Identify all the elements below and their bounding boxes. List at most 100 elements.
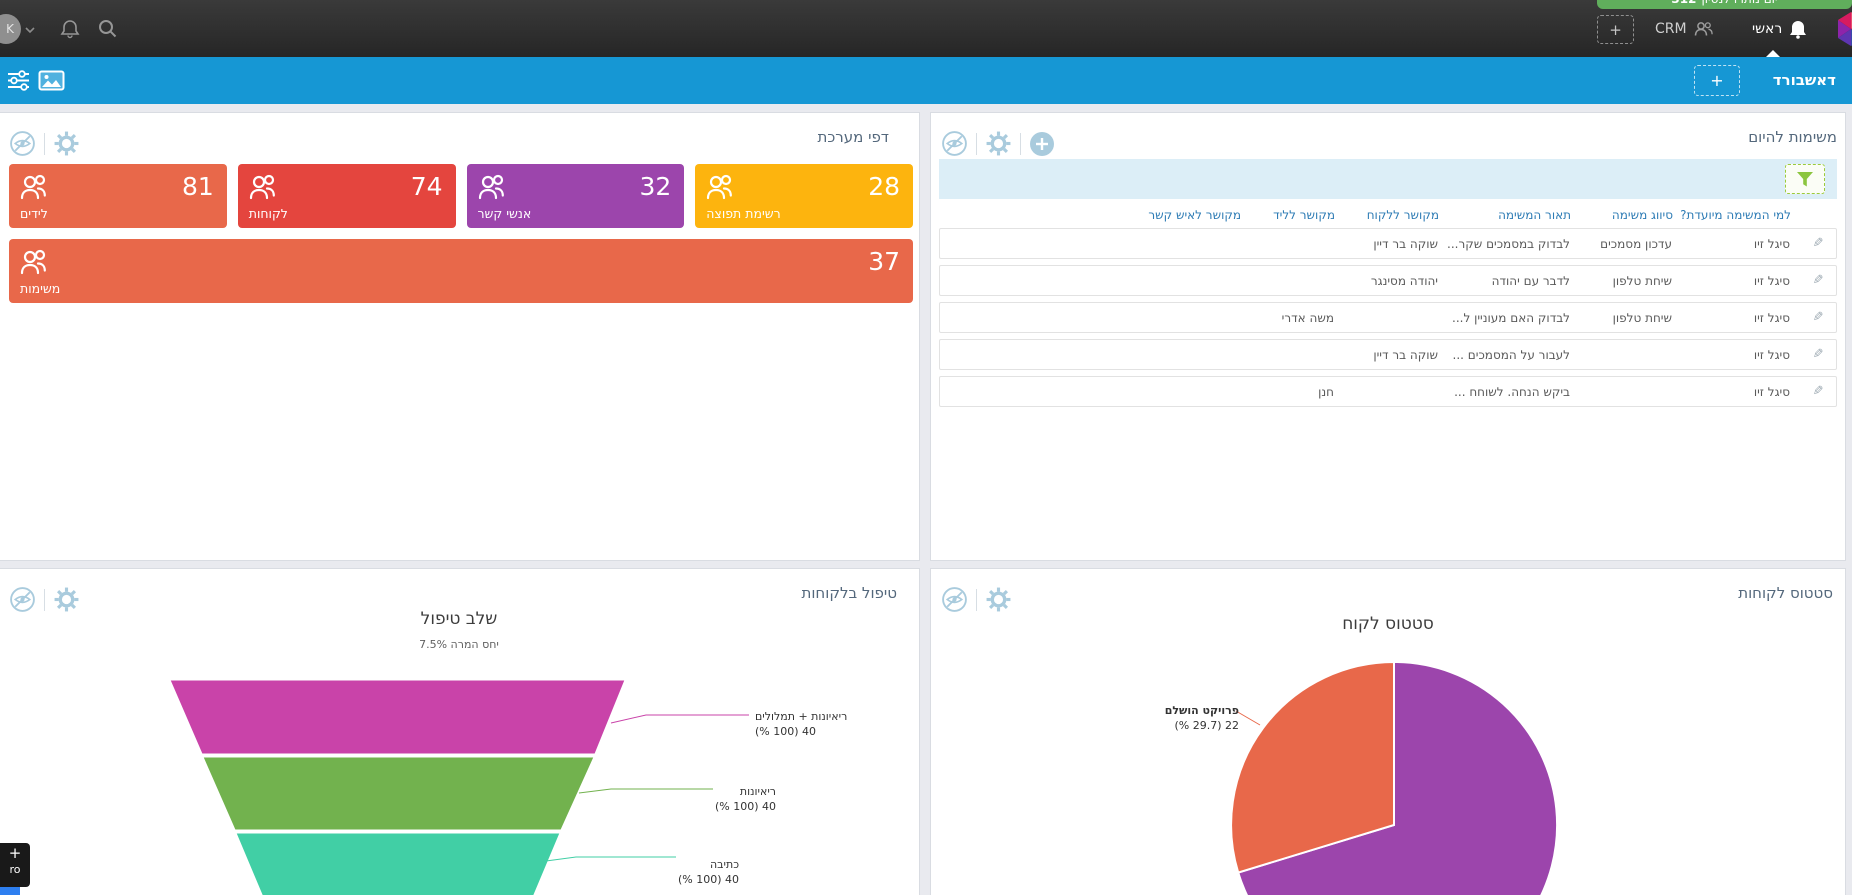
icon-divider xyxy=(44,132,45,155)
brand-logo xyxy=(1838,12,1852,46)
customers-count: 74 xyxy=(410,172,443,201)
trial-banner-text: יום נותרו לנסיון xyxy=(1701,0,1777,9)
col-header-description[interactable]: תאור המשימה xyxy=(1498,208,1571,222)
accessibility-widget-tab[interactable] xyxy=(0,887,20,895)
edit-pencil-icon[interactable]: ✎ xyxy=(1812,347,1824,362)
customer-care-title: טיפול בלקוחות xyxy=(801,584,897,602)
pie-slice-project-completed[interactable] xyxy=(1230,660,1395,874)
mailing-list-count: 28 xyxy=(868,172,900,201)
funnel-data-label: כתיבה (% 100) 40 xyxy=(678,857,739,887)
filter-button[interactable] xyxy=(1785,164,1825,194)
leads-card[interactable]: 81 לידים xyxy=(9,164,227,228)
task-lead-link[interactable]: משה אדרי xyxy=(1281,310,1334,325)
add-task-plus-icon[interactable] xyxy=(1029,131,1055,157)
funnel-data-label: ריאיונות + תמלולים (% 100) 40 xyxy=(755,709,847,739)
hide-widget-eye-slash-icon[interactable] xyxy=(941,130,968,157)
users-icon xyxy=(707,174,733,200)
hide-widget-eye-slash-icon[interactable] xyxy=(9,130,36,157)
icon-divider xyxy=(1020,132,1021,155)
funnel-label-connector xyxy=(610,714,749,724)
hide-widget-eye-slash-icon[interactable] xyxy=(941,586,968,613)
task-row[interactable]: ✎ סיגל זיו שיחת טלפון לדבר עם יהודה יהוד… xyxy=(939,265,1837,296)
col-header-contact[interactable]: מקושר לאיש קשר xyxy=(1148,208,1241,222)
edit-pencil-icon[interactable]: ✎ xyxy=(1812,310,1824,325)
leads-label: לידים xyxy=(20,206,48,221)
dashboard-title: דאשבורד xyxy=(1772,71,1836,89)
tasks-card[interactable]: 37 משימות xyxy=(9,239,913,303)
bell-icon[interactable] xyxy=(60,18,80,40)
hide-widget-eye-slash-icon[interactable] xyxy=(9,586,36,613)
task-row[interactable]: ✎ סיגל זיו עדכון מסמכים לבדוק במסמכים שק… xyxy=(939,228,1837,259)
task-row[interactable]: ✎ סיגל זיו לעבור על המסמכים ... שוקה בר … xyxy=(939,339,1837,370)
gallery-image-icon[interactable] xyxy=(38,70,66,91)
search-icon[interactable] xyxy=(98,19,118,39)
accessibility-widget[interactable]: + ro xyxy=(0,843,30,887)
tasks-table-header: למי המשימה מיועדת? סיווג משימה תאור המשי… xyxy=(939,205,1837,225)
col-header-customer[interactable]: מקושר ללקוח xyxy=(1366,208,1439,222)
edit-pencil-icon[interactable]: ✎ xyxy=(1812,273,1824,288)
pie-slice-value: (% 29.7) 22 xyxy=(1174,719,1239,732)
tasks-count: 37 xyxy=(868,247,900,276)
widget-settings-gear-icon[interactable] xyxy=(985,586,1012,613)
widget-settings-gear-icon[interactable] xyxy=(53,130,80,157)
task-category: שיחת טלפון xyxy=(1612,273,1672,288)
customer-care-panel: טיפול בלקוחות שלב טיפול יחס המרה 7.5% xyxy=(0,568,920,895)
task-assignee: סיגל זיו xyxy=(1753,310,1790,325)
pie-slice-other[interactable] xyxy=(1236,660,1559,895)
customers-card[interactable]: 74 לקוחות xyxy=(237,164,456,228)
task-lead-link[interactable]: חנן xyxy=(1318,384,1334,399)
avatar[interactable]: K xyxy=(0,14,21,44)
customer-status-title: סטטוס לקוחות xyxy=(1738,584,1833,602)
task-row[interactable]: ✎ סיגל זיו שיחת טלפון לבדוק האם מעוניין … xyxy=(939,302,1837,333)
notifications-bell-icon xyxy=(1790,20,1807,39)
task-description: ביקש הנחה. לשוחח ... xyxy=(1454,384,1570,399)
add-widget-button[interactable]: + xyxy=(1694,65,1740,96)
users-icon xyxy=(249,174,275,200)
nav-item-crm[interactable]: CRM xyxy=(1655,0,1713,57)
trial-banner: 312 יום נותרו לנסיון xyxy=(1597,0,1852,9)
add-module-button[interactable]: + xyxy=(1597,15,1634,44)
task-description: לעבור על המסמכים ... xyxy=(1452,347,1570,362)
contacts-icon xyxy=(1694,21,1713,36)
funnel-chart-title: שלב טיפול xyxy=(420,609,498,629)
widget-settings-gear-icon[interactable] xyxy=(53,586,80,613)
widget-settings-gear-icon[interactable] xyxy=(985,130,1012,157)
funnel-stage-writing[interactable] xyxy=(235,832,561,895)
task-customer-link[interactable]: שוקה בר דיין xyxy=(1373,347,1438,362)
task-assignee: סיגל זיו xyxy=(1753,273,1790,288)
pie-label-connector xyxy=(1235,710,1261,726)
mailing-list-card[interactable]: 28 רשימת תפוצה xyxy=(695,164,913,228)
col-header-lead[interactable]: מקושר לליד xyxy=(1273,208,1335,222)
funnel-stage-value: (% 100) 40 xyxy=(715,800,777,813)
chevron-down-icon[interactable] xyxy=(24,26,36,34)
funnel-stage-interviews-transcripts[interactable] xyxy=(169,679,626,755)
task-customer-link[interactable]: יהודה מסינגר xyxy=(1370,273,1438,288)
col-header-category[interactable]: סיווג משימה xyxy=(1611,208,1673,222)
nav-item-main[interactable]: ראשי xyxy=(1752,0,1807,57)
accessibility-plus[interactable]: + xyxy=(8,844,22,862)
contacts-card[interactable]: 32 אנשי קשר xyxy=(466,164,685,228)
task-row[interactable]: ✎ סיגל זיו ביקש הנחה. לשוחח ... חנן xyxy=(939,376,1837,407)
tasks-today-title: משימות להיום xyxy=(1748,128,1837,146)
funnel-data-label: ריאיונות (% 100) 40 xyxy=(715,784,776,814)
funnel-stage-value: (% 100) 40 xyxy=(678,873,740,886)
users-icon xyxy=(20,174,46,200)
nav-crm-label: CRM xyxy=(1655,20,1687,37)
funnel-stage-value: (% 100) 40 xyxy=(755,725,817,738)
task-customer-link[interactable]: שוקה בר דיין xyxy=(1373,236,1438,251)
users-icon xyxy=(20,249,46,275)
icon-divider xyxy=(44,588,45,611)
widget-settings-sliders-icon[interactable] xyxy=(7,70,31,91)
col-header-assignee[interactable]: למי המשימה מיועדת? xyxy=(1680,208,1791,222)
pie-slice-name: פרויקט הושלם xyxy=(1164,704,1239,717)
funnel-stage-name: ריאיונות + תמלולים xyxy=(755,710,848,723)
customer-status-panel: סטטוס לקוחות סטטוס לקוח פרויקט הושלם (% … xyxy=(930,568,1846,895)
active-tab-caret xyxy=(1766,50,1780,57)
tasks-label: משימות xyxy=(20,281,61,296)
nav-main-label: ראשי xyxy=(1752,20,1783,37)
edit-pencil-icon[interactable]: ✎ xyxy=(1812,236,1824,251)
funnel-chart xyxy=(169,679,749,895)
edit-pencil-icon[interactable]: ✎ xyxy=(1812,384,1824,399)
contacts-count: 32 xyxy=(639,172,672,201)
funnel-stage-interviews[interactable] xyxy=(202,756,595,831)
